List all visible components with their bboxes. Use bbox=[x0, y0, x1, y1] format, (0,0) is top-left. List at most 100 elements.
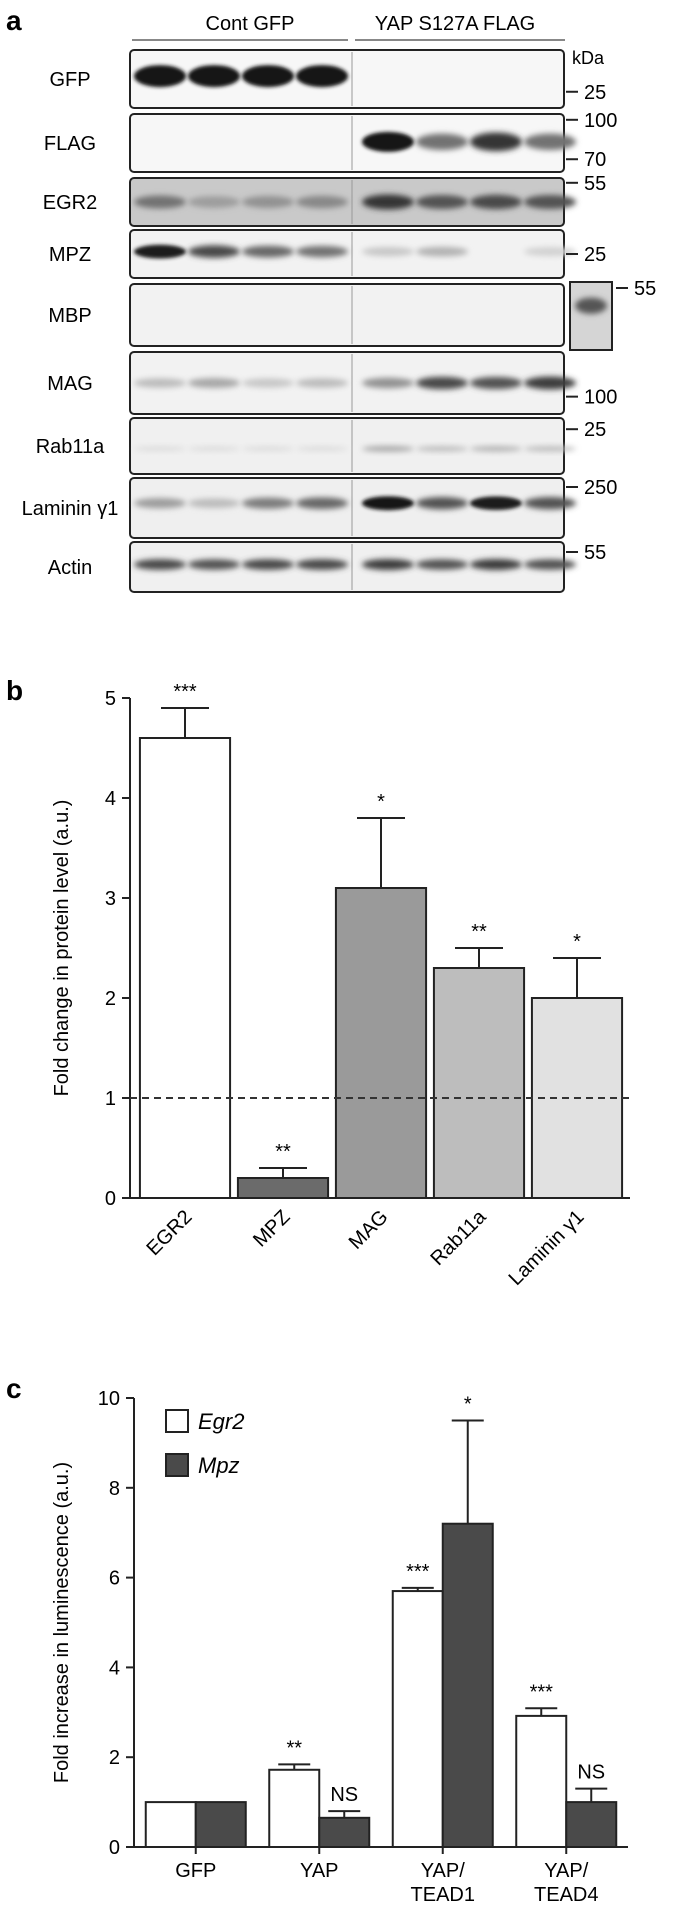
blot-band bbox=[416, 246, 468, 257]
blot-band bbox=[242, 378, 294, 388]
marker-label: 25 bbox=[584, 82, 606, 104]
group-label-cont-gfp: Cont GFP bbox=[206, 13, 295, 35]
blot-row-label: MBP bbox=[48, 305, 91, 327]
x-tick-label: YAP/TEAD4 bbox=[534, 1860, 598, 1906]
blot-band bbox=[524, 194, 576, 210]
x-tick-label: YAP/TEAD1 bbox=[411, 1860, 475, 1906]
significance-label: * bbox=[573, 931, 581, 953]
blot-band bbox=[188, 446, 240, 452]
blot-band bbox=[362, 445, 414, 452]
x-tick-label: EGR2 bbox=[142, 1206, 196, 1260]
significance-label: *** bbox=[173, 681, 197, 703]
blot-band bbox=[242, 65, 294, 88]
blot-row-label: MPZ bbox=[49, 244, 91, 266]
blot-band bbox=[362, 131, 414, 152]
blot-band bbox=[296, 559, 348, 570]
panel-a-label: a bbox=[6, 5, 22, 36]
blot-row-label: Actin bbox=[48, 557, 92, 579]
blot-band bbox=[416, 376, 468, 390]
blot-band bbox=[188, 196, 240, 208]
mbp-control-inset bbox=[569, 281, 613, 351]
significance-label: *** bbox=[530, 1681, 554, 1703]
marker-label: 55 bbox=[584, 542, 606, 564]
x-tick-label: Laminin γ1 bbox=[505, 1206, 589, 1290]
blot-row-mpz: MPZ 25 bbox=[49, 229, 606, 279]
blot-membrane bbox=[129, 283, 565, 347]
y-tick-label: 6 bbox=[109, 1568, 120, 1590]
panel-b: b Fold change in protein level (a.u.) 0 1… bbox=[6, 675, 630, 1290]
blot-row-label: FLAG bbox=[44, 133, 96, 155]
significance-label: * bbox=[464, 1393, 472, 1415]
x-tick-label: Rab11a bbox=[426, 1205, 491, 1270]
bar-mpz-2 bbox=[441, 1522, 494, 1848]
marker-label: 25 bbox=[584, 419, 606, 441]
blot-band bbox=[416, 497, 468, 510]
blot-row-rab11a: Rab11a 25 bbox=[36, 417, 606, 475]
blot-band bbox=[134, 378, 186, 388]
group-label-yap-flag: YAP S127A FLAG bbox=[375, 13, 535, 35]
legend-swatch-mpz bbox=[165, 1453, 189, 1477]
blot-band bbox=[188, 245, 240, 258]
blot-band bbox=[134, 65, 186, 88]
bar-egr2 bbox=[138, 737, 232, 1199]
y-tick-label: 8 bbox=[109, 1478, 120, 1500]
y-tick-label: 2 bbox=[105, 988, 116, 1010]
blot-row-mag: MAG 100 bbox=[47, 351, 617, 415]
y-tick-label: 1 bbox=[105, 1088, 116, 1110]
blot-band bbox=[470, 132, 522, 152]
blot-band bbox=[242, 195, 294, 209]
blot-band bbox=[242, 497, 294, 509]
blot-row-label: EGR2 bbox=[43, 192, 97, 214]
x-tick-label: MAG bbox=[345, 1206, 393, 1254]
y-tick-label: 0 bbox=[105, 1188, 116, 1210]
significance-label: NS bbox=[330, 1784, 358, 1806]
blot-band bbox=[242, 245, 294, 258]
blot-band bbox=[416, 194, 468, 210]
blot-membrane bbox=[129, 417, 565, 475]
marker-label: 55 bbox=[634, 278, 656, 300]
y-tick-label: 5 bbox=[105, 688, 116, 710]
blot-band bbox=[416, 133, 468, 151]
bar-mpz-3 bbox=[565, 1801, 618, 1848]
blot-band bbox=[188, 65, 240, 88]
blot-band bbox=[296, 497, 348, 510]
bar-egr2-0 bbox=[144, 1801, 197, 1848]
significance-label: * bbox=[377, 791, 385, 813]
blot-band bbox=[362, 496, 414, 511]
bar-mpz bbox=[236, 1177, 330, 1199]
blot-band bbox=[296, 245, 348, 258]
blot-band bbox=[296, 378, 348, 388]
blot-row-gfp: GFP 25 bbox=[49, 49, 606, 109]
blot-row-flag: FLAG 100 70 bbox=[44, 110, 617, 173]
marker-label: 55 bbox=[584, 173, 606, 195]
blot-band bbox=[296, 446, 348, 452]
bar-mpz-0 bbox=[194, 1801, 247, 1848]
marker-label: 250 bbox=[584, 477, 617, 499]
legend: Egr2 Mpz bbox=[165, 1409, 244, 1478]
significance-label: NS bbox=[577, 1762, 605, 1784]
legend-label-mpz: Mpz bbox=[198, 1453, 240, 1478]
blot-band bbox=[134, 559, 186, 570]
blot-band bbox=[188, 377, 240, 389]
x-tick-label: GFP bbox=[175, 1860, 216, 1882]
blot-band bbox=[470, 558, 522, 571]
blot-row-laminin-1: Laminin γ1 250 bbox=[22, 477, 617, 539]
blot-band bbox=[296, 65, 348, 88]
blot-band bbox=[470, 446, 522, 452]
blot-band bbox=[296, 195, 348, 209]
y-tick-label: 3 bbox=[105, 888, 116, 910]
significance-label: ** bbox=[471, 921, 487, 943]
blot-band bbox=[188, 559, 240, 570]
blot-band bbox=[524, 497, 576, 510]
significance-label: ** bbox=[275, 1141, 291, 1163]
bar-egr2-3 bbox=[515, 1714, 568, 1848]
blot-band bbox=[416, 446, 468, 452]
y-tick-label: 10 bbox=[98, 1388, 120, 1410]
panel-a: a Cont GFP YAP S127A FLAG kDa GFP 25 FLAG 1… bbox=[6, 5, 656, 593]
blot-band bbox=[524, 247, 576, 257]
blot-band bbox=[362, 246, 414, 257]
x-tick-label: MPZ bbox=[249, 1206, 294, 1251]
blot-row-mbp: MBP 55 bbox=[48, 278, 656, 351]
kda-label: kDa bbox=[572, 48, 605, 68]
